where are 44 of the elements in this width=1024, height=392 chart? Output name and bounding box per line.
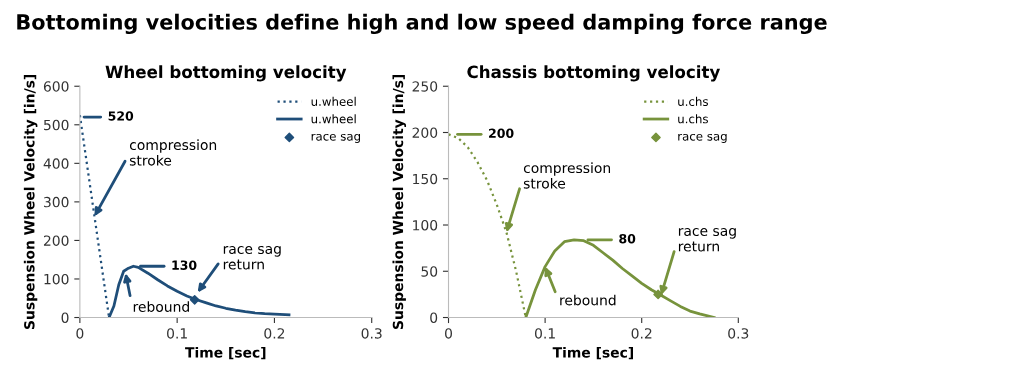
y-tick-label: 100 (413, 219, 438, 231)
y-tick-label: 50 (421, 266, 438, 277)
x-axis-title: Time [sec] (185, 346, 266, 360)
annotation: compression stroke (523, 162, 611, 189)
y-tick-label: 400 (43, 158, 69, 169)
annotation: 80 (619, 233, 636, 244)
y-tick-label: 500 (44, 119, 69, 131)
y-tick-label: 150 (413, 173, 438, 185)
x-tick-label: 0 (445, 328, 453, 339)
y-tick-label: 600 (43, 81, 69, 92)
chart-title: Wheel bottoming velocity (105, 65, 347, 82)
legend-label: race sag (311, 133, 361, 143)
annotation: 200 (489, 128, 514, 138)
y-tick-label: 200 (43, 235, 69, 246)
annotation: compression stroke (129, 139, 217, 166)
chart-title: Chassis bottoming velocity (467, 65, 721, 82)
annotation: rebound (560, 294, 616, 306)
legend-label: u.wheel (311, 96, 356, 106)
y-tick-label: 300 (44, 196, 69, 208)
annotation: 520 (108, 111, 134, 121)
legend-label: u.chs (678, 114, 708, 124)
y-tick-label: 100 (44, 273, 69, 285)
y-tick-label: 250 (412, 81, 438, 92)
annotation: race sag return (678, 228, 736, 252)
x-tick-label: 0.2 (264, 328, 285, 339)
x-tick-label: 0.1 (534, 328, 555, 339)
x-tick-label: 0.3 (361, 328, 382, 339)
x-tick-label: 0.2 (631, 328, 652, 339)
text: Bottoming velocities define high and low speed damping force range (17, 13, 827, 35)
x-tick-label: 0.3 (728, 328, 749, 339)
y-tick-label: 200 (412, 127, 438, 138)
y-axis-title: Suspension Wheel Velocity [in/s] (392, 74, 407, 330)
annotation: rebound (133, 301, 189, 312)
x-tick-label: 0 (76, 328, 84, 339)
y-axis-title: Suspension Wheel Velocity [in/s] (23, 74, 38, 330)
legend-label: race sag (678, 133, 727, 143)
x-axis-title: Time [sec] (552, 346, 633, 360)
y-tick-label: 0 (61, 312, 69, 323)
annotation: race sag return (223, 246, 281, 270)
annotation: 130 (172, 260, 197, 270)
x-tick-label: 0.1 (167, 328, 187, 339)
legend-label: u.wheel (311, 114, 356, 124)
y-tick-label: 0 (430, 312, 438, 323)
legend-label: u.chs (678, 96, 708, 106)
